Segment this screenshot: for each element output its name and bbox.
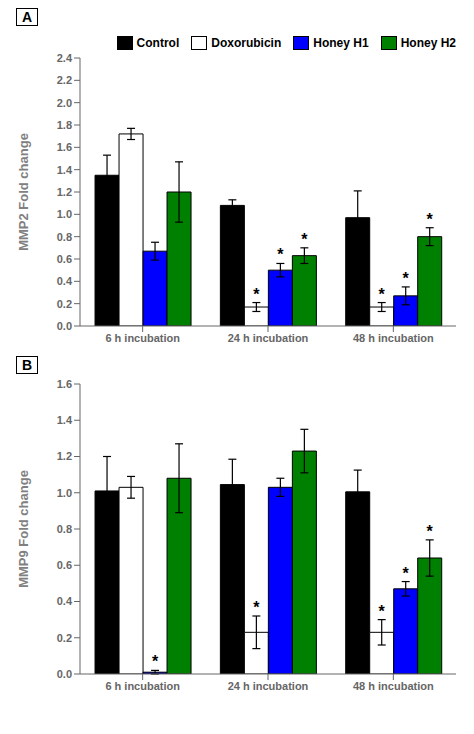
svg-text:1.6: 1.6 (57, 141, 72, 153)
svg-text:1.0: 1.0 (57, 487, 72, 499)
svg-text:*: * (253, 599, 260, 616)
svg-text:2.4: 2.4 (57, 52, 73, 64)
svg-text:6 h incubation: 6 h incubation (105, 332, 180, 344)
svg-text:0.4: 0.4 (57, 275, 73, 287)
svg-text:0.2: 0.2 (57, 298, 72, 310)
svg-text:0.6: 0.6 (57, 253, 72, 265)
svg-text:*: * (301, 231, 308, 248)
svg-text:2.0: 2.0 (57, 97, 72, 109)
svg-text:0.4: 0.4 (57, 595, 73, 607)
svg-text:48 h incubation: 48 h incubation (353, 680, 434, 692)
html-text:Honey H1: Honey H1 (313, 36, 369, 50)
html-text:Doxorubicin: Doxorubicin (211, 36, 282, 50)
svg-text:*: * (277, 246, 284, 263)
svg-text:0.8: 0.8 (57, 231, 72, 243)
svg-text:*: * (427, 523, 434, 540)
svg-text:0.0: 0.0 (57, 320, 72, 332)
svg-text:1.2: 1.2 (57, 186, 72, 198)
svg-text:MMP2 Fold change: MMP2 Fold change (16, 133, 31, 251)
svg-text:1.2: 1.2 (57, 450, 72, 462)
svg-text:2.2: 2.2 (57, 74, 72, 86)
svg-text:1.4: 1.4 (57, 414, 73, 426)
svg-text:MMP9 Fold change: MMP9 Fold change (16, 470, 31, 588)
svg-text:*: * (379, 286, 386, 303)
svg-text:6 h incubation: 6 h incubation (105, 680, 180, 692)
svg-text:24 h incubation: 24 h incubation (228, 332, 309, 344)
svg-text:1.6: 1.6 (57, 378, 72, 390)
svg-text:*: * (403, 270, 410, 287)
svg-text:0.2: 0.2 (57, 632, 72, 644)
svg-text:24 h incubation: 24 h incubation (228, 680, 309, 692)
svg-text:*: * (403, 565, 410, 582)
svg-text:*: * (427, 211, 434, 228)
svg-text:1.0: 1.0 (57, 208, 72, 220)
html-text:B: B (22, 357, 33, 373)
html-text:Control: Control (136, 36, 180, 50)
html-text:Honey H2: Honey H2 (400, 36, 456, 50)
svg-text:1.8: 1.8 (57, 119, 72, 131)
svg-text:*: * (253, 286, 260, 303)
svg-text:0.6: 0.6 (57, 559, 72, 571)
svg-text:*: * (152, 653, 159, 670)
html-text:A: A (22, 9, 33, 25)
svg-text:*: * (379, 603, 386, 620)
svg-text:0.0: 0.0 (57, 668, 72, 680)
svg-text:48 h incubation: 48 h incubation (353, 332, 434, 344)
svg-text:0.8: 0.8 (57, 523, 72, 535)
svg-text:1.4: 1.4 (57, 164, 73, 176)
